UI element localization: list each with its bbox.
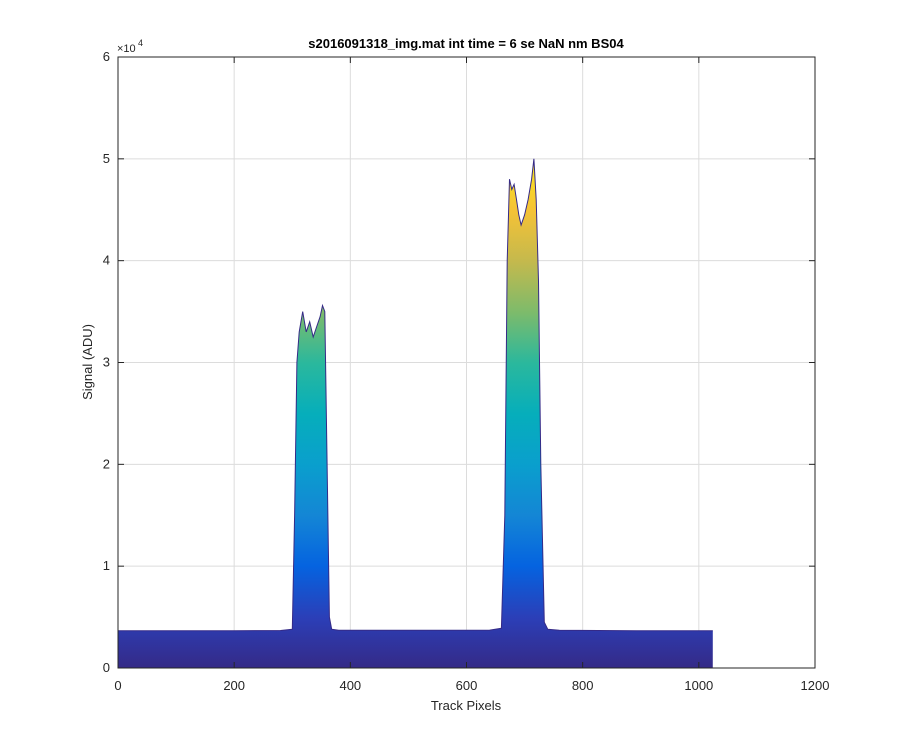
y-tick-label: 3	[103, 355, 110, 370]
x-axis-label: Track Pixels	[431, 698, 502, 713]
y-tick-label: 6	[103, 49, 110, 64]
y-axis-multiplier: ×10 4	[117, 38, 143, 55]
chart-title: s2016091318_img.mat int time = 6 se NaN …	[308, 36, 624, 51]
y-tick-label: 0	[103, 660, 110, 675]
x-tick-label: 200	[223, 678, 245, 693]
y-tick-label: 1	[103, 558, 110, 573]
axes-box	[117, 56, 816, 669]
axes	[117, 56, 816, 669]
y-multiplier-exponent: 4	[138, 38, 143, 48]
y-tick-label: 5	[103, 151, 110, 166]
y-tick-label: 2	[103, 456, 110, 471]
x-tick-label: 400	[339, 678, 361, 693]
y-tick-label: 4	[103, 253, 110, 268]
x-tick-label: 1200	[801, 678, 830, 693]
series-line	[118, 158, 713, 632]
y-multiplier-base: ×10	[117, 43, 136, 55]
x-tick-label: 800	[572, 678, 594, 693]
x-tick-label: 0	[114, 678, 121, 693]
y-axis-label: Signal (ADU)	[80, 324, 95, 400]
tick-labels: 0 200 400 600 800 1000 1200 0 1 2 3 4 5 6	[103, 49, 830, 693]
x-tick-label: 1000	[684, 678, 713, 693]
series-0	[118, 158, 713, 669]
x-tick-label: 600	[456, 678, 478, 693]
series-layer	[118, 158, 713, 669]
